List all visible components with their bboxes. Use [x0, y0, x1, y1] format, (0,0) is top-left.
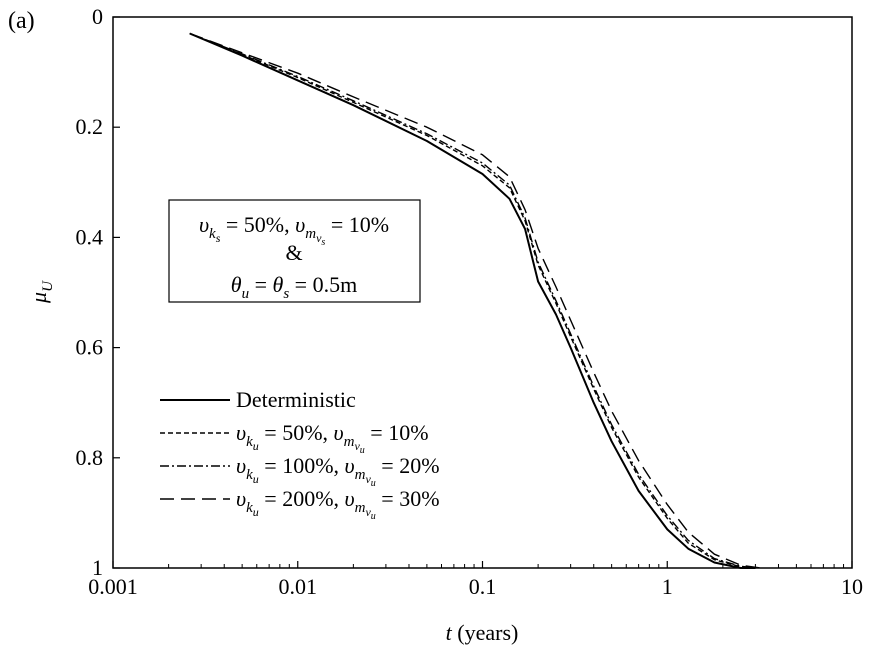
legend-label-2: υku = 50%, υmvu = 10%	[236, 420, 429, 456]
x-axis-ticks: 0.001 0.01 0.1 1 10	[88, 561, 863, 599]
series-line-1	[189, 32, 756, 569]
y-tick-label: 0.8	[76, 445, 104, 470]
legend-label-3: υku = 100%, υmvu = 20%	[236, 453, 440, 489]
annotation-line-2: &	[285, 240, 302, 265]
annotation-frame	[168, 199, 421, 303]
annotation-line-1: υks = 50%, υmvs = 10%	[199, 212, 389, 248]
legend-label-4: υku = 200%, υmvu = 30%	[236, 486, 440, 522]
x-tick-label: 0.001	[88, 574, 138, 599]
annotation-box: υks = 50%, υmvs = 10% & θu = θs = 0.5m	[168, 199, 421, 303]
y-tick-label: 0.6	[76, 335, 104, 360]
annotation-line-3: θu = θs = 0.5m	[231, 272, 357, 302]
x-tick-label: 1	[662, 574, 673, 599]
y-axis-ticks: 0 0.2 0.4 0.6 0.8 1	[76, 4, 120, 580]
x-axis-label: t (years)	[446, 620, 519, 645]
x-tick-label: 0.01	[279, 574, 318, 599]
y-tick-label: 1	[92, 555, 103, 580]
svg-text:t (years): t (years)	[446, 620, 519, 645]
x-tick-label: 10	[841, 574, 863, 599]
panel-label: (a)	[8, 8, 35, 34]
series-line-2	[189, 32, 756, 569]
svg-text:μU: μU	[26, 280, 56, 304]
legend-label-1: Deterministic	[236, 387, 356, 412]
series-line-4	[189, 32, 761, 569]
y-tick-label: 0.4	[76, 224, 104, 249]
series-lines	[189, 32, 761, 569]
x-tick-label: 0.1	[469, 574, 497, 599]
y-tick-label: 0.2	[76, 114, 104, 139]
y-tick-label: 0	[92, 4, 103, 29]
series-line-3	[189, 32, 756, 569]
y-axis-label: μU	[26, 280, 56, 304]
